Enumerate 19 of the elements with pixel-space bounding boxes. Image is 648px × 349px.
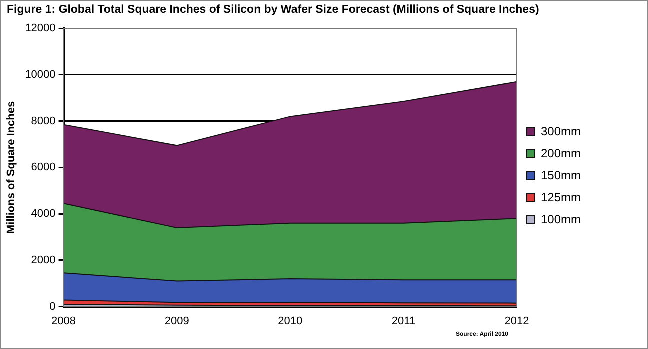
y-tick-label: 4000 [31, 208, 56, 220]
x-tick-label: 2009 [164, 315, 190, 328]
legend-label: 150mm [540, 168, 582, 182]
y-tick-label: 10000 [25, 69, 56, 81]
y-axis-title: Millions of Square Inches [6, 101, 18, 234]
y-tick-label: 12000 [25, 22, 56, 35]
y-tick-label: 8000 [31, 115, 56, 128]
chart-title: Figure 1: Global Total Square Inches of Silicon by Wafer Size Forecast (Millions of Square Inches) [7, 4, 540, 16]
legend-label: 200mm [540, 146, 582, 160]
y-tick-label: 0 [50, 300, 56, 313]
x-tick-label: 2012 [504, 315, 530, 328]
y-tick-label: 2000 [31, 254, 56, 266]
x-tick-label: 2011 [392, 315, 416, 328]
legend-label: 100mm [540, 212, 582, 226]
x-tick-label: 2010 [278, 315, 303, 328]
legend-label: 125mm [540, 190, 582, 204]
y-tick-label: 6000 [31, 162, 56, 174]
x-tick-label: 2008 [52, 315, 76, 328]
legend-label: 300mm [540, 124, 582, 138]
